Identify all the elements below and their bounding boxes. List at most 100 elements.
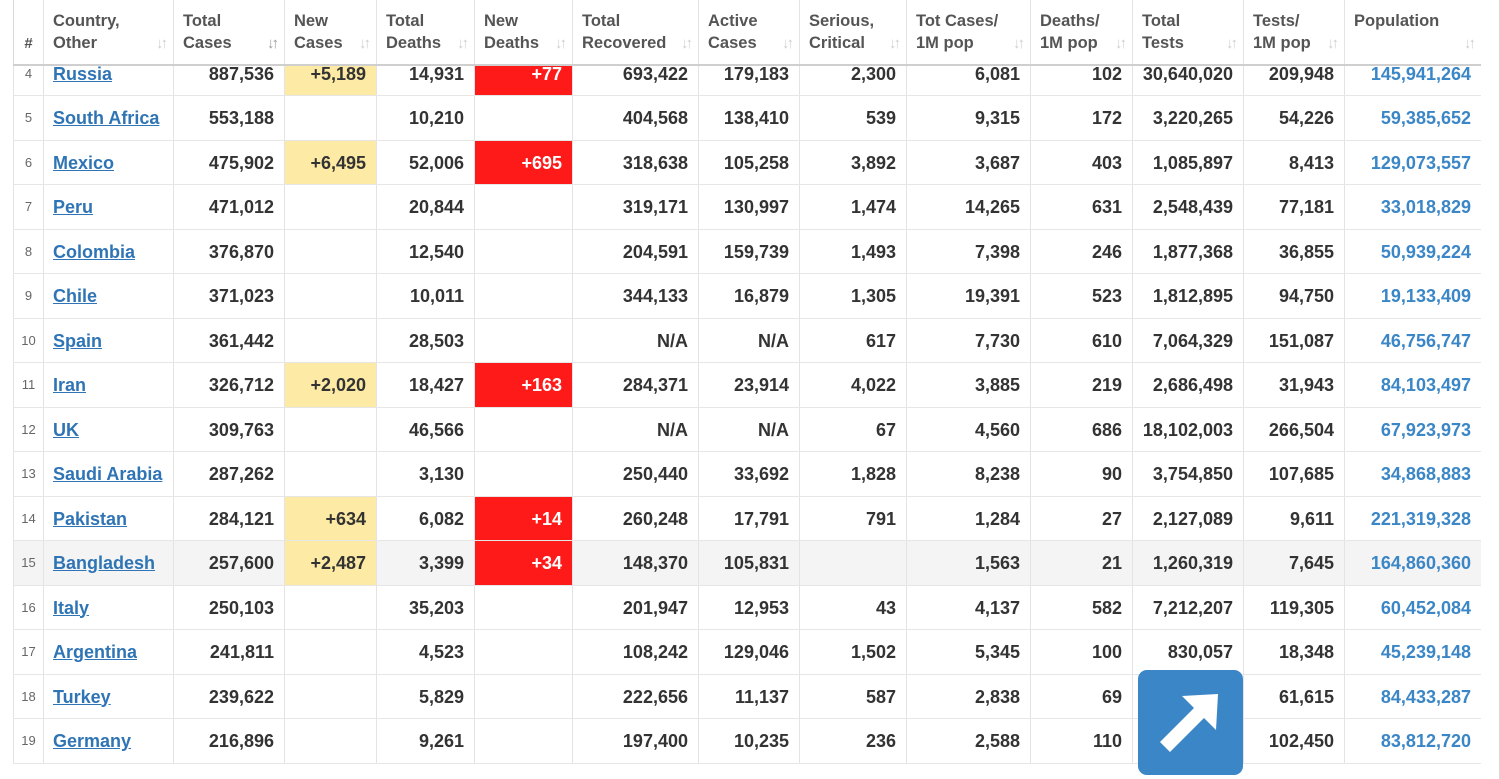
cell-total-recovered: N/A <box>572 407 698 451</box>
country-link[interactable]: Italy <box>53 597 90 618</box>
country-link[interactable]: Germany <box>53 731 132 751</box>
cell-new-deaths <box>474 274 572 318</box>
column-header-label: New Cases <box>294 12 343 52</box>
sort-icon[interactable]: ↓↑ <box>681 35 693 52</box>
cell-idx: 18 <box>13 674 43 718</box>
cell-total-cases: 241,811 <box>173 630 284 674</box>
cell-total-deaths: 20,844 <box>376 185 474 229</box>
cell-population[interactable]: 145,941,264 <box>1344 65 1481 95</box>
cell-population[interactable]: 67,923,973 <box>1344 407 1481 451</box>
country-link[interactable]: Chile <box>53 286 98 306</box>
sort-icon[interactable]: ↓↑ <box>1115 35 1127 52</box>
column-header-country[interactable]: Country, Other ↓↑ <box>43 0 173 64</box>
cell-population[interactable]: 84,433,287 <box>1344 674 1481 718</box>
sort-icon[interactable]: ↓↑ <box>267 35 279 52</box>
table-row: 13 Saudi Arabia 287,262 3,130 250,440 33,692 1… <box>13 452 1481 497</box>
cell-active-cases: 138,410 <box>698 96 799 140</box>
sort-icon[interactable]: ↓↑ <box>555 35 567 52</box>
country-link[interactable]: Turkey <box>53 686 111 707</box>
cell-new-deaths <box>474 585 572 629</box>
cell-population[interactable]: 33,018,829 <box>1344 185 1481 229</box>
share-button[interactable] <box>1138 670 1243 775</box>
cell-total-tests <box>1132 719 1243 763</box>
cell-idx: 7 <box>13 185 43 229</box>
sort-icon[interactable]: ↓↑ <box>457 35 469 52</box>
cell-new-deaths: +77 <box>474 65 572 95</box>
cell-population[interactable]: 34,868,883 <box>1344 452 1481 496</box>
cell-population[interactable]: 59,385,652 <box>1344 96 1481 140</box>
cell-cases-per-1m: 3,687 <box>906 140 1030 184</box>
table-row: 11 Iran 326,712 +2,020 18,427 +163 284,371 23,9… <box>13 363 1481 408</box>
country-link[interactable]: Colombia <box>53 241 136 262</box>
cell-tests-per-1m: 266,504 <box>1243 407 1344 451</box>
country-link[interactable]: Spain <box>53 330 103 351</box>
cell-deaths-per-1m: 686 <box>1030 407 1132 451</box>
cell-new-cases: +634 <box>284 496 376 540</box>
column-header-total-recovered[interactable]: Total Recovered ↓↑ <box>572 0 698 64</box>
cell-new-cases <box>284 407 376 451</box>
cell-serious-critical: 1,305 <box>799 274 906 318</box>
cell-total-deaths: 35,203 <box>376 585 474 629</box>
sort-icon[interactable]: ↓↑ <box>1327 35 1339 52</box>
column-header-label: Active Cases <box>708 12 758 52</box>
cell-population[interactable]: 129,073,557 <box>1344 140 1481 184</box>
column-header-total-cases[interactable]: Total Cases ↓↑ <box>173 0 284 64</box>
cell-population[interactable]: 164,860,360 <box>1344 541 1481 585</box>
cell-population[interactable]: 221,319,328 <box>1344 496 1481 540</box>
column-header-total-deaths[interactable]: Total Deaths ↓↑ <box>376 0 474 64</box>
cell-new-deaths <box>474 719 572 763</box>
cell-population[interactable]: 83,812,720 <box>1344 719 1481 763</box>
cell-new-deaths <box>474 630 572 674</box>
sort-icon[interactable]: ↓↑ <box>359 35 371 52</box>
cell-population[interactable]: 50,939,224 <box>1344 229 1481 273</box>
country-link[interactable]: Pakistan <box>53 508 128 529</box>
cell-country: Iran <box>43 363 173 407</box>
column-header-new-deaths[interactable]: New Deaths ↓↑ <box>474 0 572 64</box>
cell-population[interactable]: 45,239,148 <box>1344 630 1481 674</box>
cell-deaths-per-1m: 610 <box>1030 318 1132 362</box>
cell-tests-per-1m: 61,615 <box>1243 674 1344 718</box>
column-header-population[interactable]: Population ↓↑ <box>1344 0 1481 64</box>
cell-new-deaths: +163 <box>474 363 572 407</box>
country-link[interactable]: UK <box>53 419 79 440</box>
cell-active-cases: 11,137 <box>698 674 799 718</box>
cell-tests-per-1m: 107,685 <box>1243 452 1344 496</box>
cell-new-cases <box>284 229 376 273</box>
column-header-new-cases[interactable]: New Cases ↓↑ <box>284 0 376 64</box>
cell-population[interactable]: 19,133,409 <box>1344 274 1481 318</box>
sort-icon[interactable]: ↓↑ <box>1464 35 1476 52</box>
column-header-cases-per-1m[interactable]: Tot Cases/ 1M pop ↓↑ <box>906 0 1030 64</box>
column-header-serious-critical[interactable]: Serious, Critical ↓↑ <box>799 0 906 64</box>
cell-total-tests: 18,102,003 <box>1132 407 1243 451</box>
sort-icon[interactable]: ↓↑ <box>1013 35 1025 52</box>
sort-icon[interactable]: ↓↑ <box>889 35 901 52</box>
country-link[interactable]: Argentina <box>53 642 138 662</box>
sort-icon[interactable]: ↓↑ <box>1226 35 1238 52</box>
column-header-total-tests[interactable]: Total Tests ↓↑ <box>1132 0 1243 64</box>
cell-cases-per-1m: 4,560 <box>906 407 1030 451</box>
cell-population[interactable]: 60,452,084 <box>1344 585 1481 629</box>
country-link[interactable]: South Africa <box>53 108 160 128</box>
cell-country: Argentina <box>43 630 173 674</box>
column-header-active-cases[interactable]: Active Cases ↓↑ <box>698 0 799 64</box>
country-link[interactable]: Bangladesh <box>53 553 156 573</box>
column-header-deaths-per-1m[interactable]: Deaths/ 1M pop ↓↑ <box>1030 0 1132 64</box>
cell-total-deaths: 10,011 <box>376 274 474 318</box>
column-header-tests-per-1m[interactable]: Tests/ 1M pop ↓↑ <box>1243 0 1344 64</box>
sort-icon[interactable]: ↓↑ <box>156 35 168 52</box>
arrow-up-right-icon <box>1160 694 1218 752</box>
country-link[interactable]: Mexico <box>53 152 115 173</box>
cell-total-cases: 376,870 <box>173 229 284 273</box>
cell-total-tests: 1,085,897 <box>1132 140 1243 184</box>
cell-population[interactable]: 84,103,497 <box>1344 363 1481 407</box>
country-link[interactable]: Russia <box>53 64 113 84</box>
cell-active-cases: 159,739 <box>698 229 799 273</box>
cell-population[interactable]: 46,756,747 <box>1344 318 1481 362</box>
country-link[interactable]: Iran <box>53 375 87 395</box>
cell-serious-critical <box>799 541 906 585</box>
cell-new-cases: +2,487 <box>284 541 376 585</box>
cell-new-deaths <box>474 407 572 451</box>
country-link[interactable]: Saudi Arabia <box>53 464 163 484</box>
country-link[interactable]: Peru <box>53 197 94 217</box>
sort-icon[interactable]: ↓↑ <box>782 35 794 52</box>
